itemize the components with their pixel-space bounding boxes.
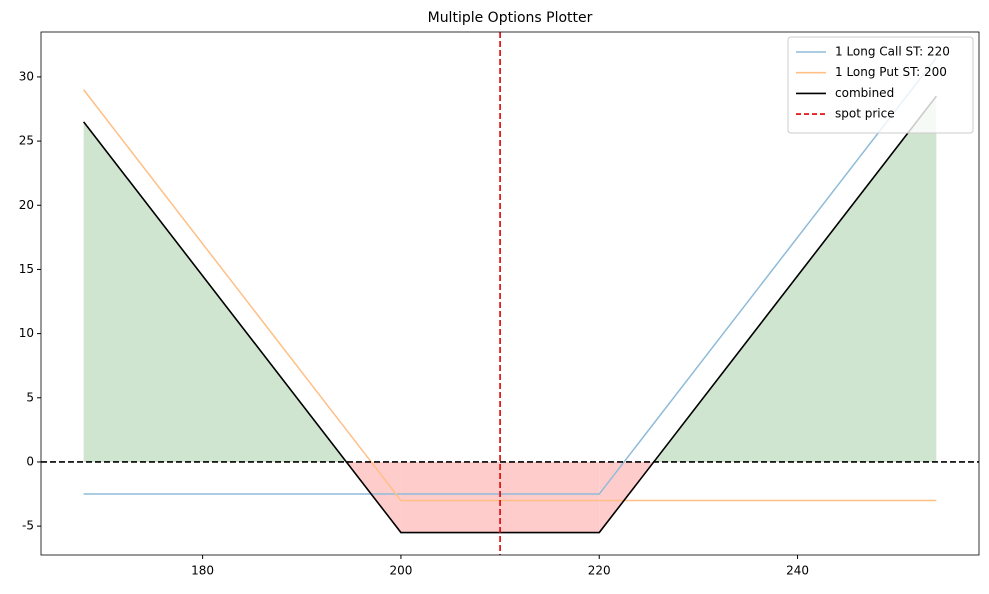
legend-label: combined xyxy=(835,86,894,100)
chart-title: Multiple Options Plotter xyxy=(428,10,593,26)
y-tick-label: 25 xyxy=(19,134,34,148)
legend-label: spot price xyxy=(835,107,895,121)
area-fill xyxy=(400,461,600,533)
legend-label: 1 Long Call ST: 220 xyxy=(835,45,950,59)
y-tick-label: 10 xyxy=(19,326,34,340)
x-tick-label: 220 xyxy=(588,564,611,578)
x-tick-label: 200 xyxy=(389,564,412,578)
y-tick-label: -5 xyxy=(22,519,34,533)
legend-label: 1 Long Put ST: 200 xyxy=(835,65,947,79)
y-tick-label: 15 xyxy=(19,262,34,276)
y-tick-label: 30 xyxy=(19,69,34,83)
y-tick-label: 20 xyxy=(19,198,34,212)
plot-frame xyxy=(40,31,980,556)
y-tick-label: 0 xyxy=(26,454,34,468)
legend-box xyxy=(787,36,974,134)
y-tick-label: 5 xyxy=(26,390,34,404)
x-tick-label: 240 xyxy=(786,564,809,578)
x-tick-label: 180 xyxy=(191,564,214,578)
